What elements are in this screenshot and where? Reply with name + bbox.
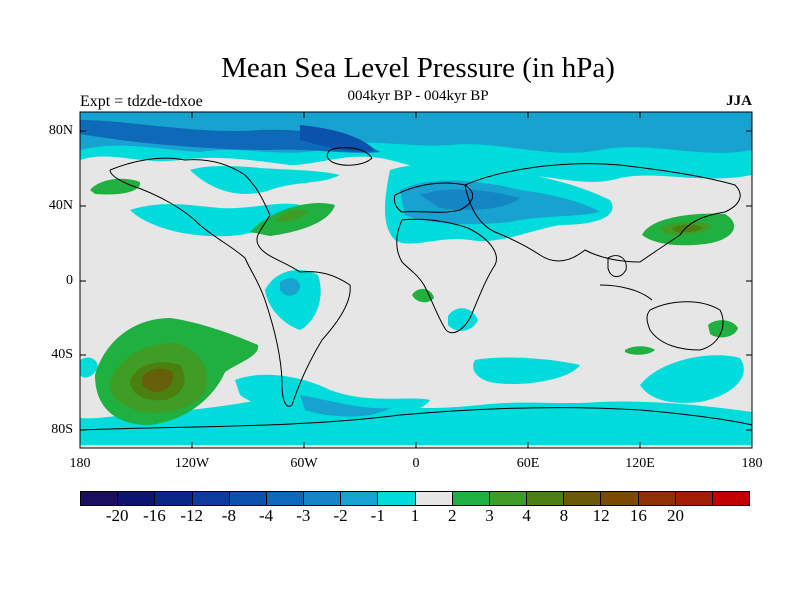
colorbar <box>80 491 750 506</box>
colorbar-label: 2 <box>447 506 457 525</box>
colorbar-swatch <box>304 492 342 505</box>
map-title: Mean Sea Level Pressure (in hPa) <box>221 52 615 84</box>
colorbar-label: 16 <box>629 506 647 525</box>
lon-tick-180-right: 180 <box>741 456 763 471</box>
colorbar-label: 4 <box>522 506 531 525</box>
lat-tick-80s: 80S <box>51 422 73 437</box>
colorbar-swatch <box>675 492 713 505</box>
colorbar-swatch <box>415 492 453 505</box>
colorbar-swatch <box>489 492 528 505</box>
colorbar-swatch <box>81 492 119 505</box>
colorbar-swatch <box>229 492 267 505</box>
colorbar-label: -16 <box>143 506 166 525</box>
lon-tick-180-left: 180 <box>69 456 91 471</box>
colorbar-swatch <box>601 492 639 505</box>
colorbar-swatch <box>564 492 602 505</box>
colorbar-swatch <box>341 492 379 505</box>
colorbar-label: -8 <box>221 506 236 525</box>
colorbar-label: -1 <box>370 506 385 525</box>
colorbar-swatch <box>452 492 490 505</box>
lon-tick-0: 0 <box>412 456 420 471</box>
tick-marks <box>79 112 753 448</box>
colorbar-swatch <box>118 492 156 505</box>
colorbar-swatch <box>192 492 230 505</box>
lon-tick-60e: 60E <box>516 456 540 471</box>
colorbar-label: -12 <box>180 506 203 525</box>
lon-tick-60w: 60W <box>290 456 318 471</box>
colorbar-label: -4 <box>259 506 274 525</box>
map-subtitle: 004kyr BP - 004kyr BP <box>347 88 489 104</box>
colorbar-swatch <box>378 492 416 505</box>
colorbar-label: 12 <box>592 506 610 525</box>
colorbar-swatch <box>155 492 193 505</box>
coastlines <box>80 147 752 431</box>
colorbar-label: 8 <box>559 506 569 525</box>
lon-tick-120e: 120E <box>625 456 655 471</box>
colorbar-swatch <box>638 492 676 505</box>
colorbar-label: -2 <box>333 506 348 525</box>
colorbar-swatch <box>266 492 305 505</box>
contour-field <box>80 112 752 448</box>
lat-tick-0: 0 <box>66 273 73 288</box>
colorbar-swatch <box>712 492 750 505</box>
colorbar-label: 20 <box>667 506 685 525</box>
lat-tick-40n: 40N <box>48 198 73 213</box>
lat-tick-40s: 40S <box>51 347 73 362</box>
lat-tick-80n: 80N <box>48 123 73 138</box>
colorbar-label: 3 <box>485 506 494 525</box>
colorbar-label: -20 <box>105 506 129 525</box>
colorbar-label: -3 <box>296 506 311 525</box>
colorbar-label: 1 <box>410 506 420 525</box>
lon-tick-120w: 120W <box>174 456 210 471</box>
season-label: JJA <box>726 93 752 109</box>
experiment-label: Expt = tdzde-tdxoe <box>80 93 203 110</box>
colorbar-swatch <box>527 492 565 505</box>
